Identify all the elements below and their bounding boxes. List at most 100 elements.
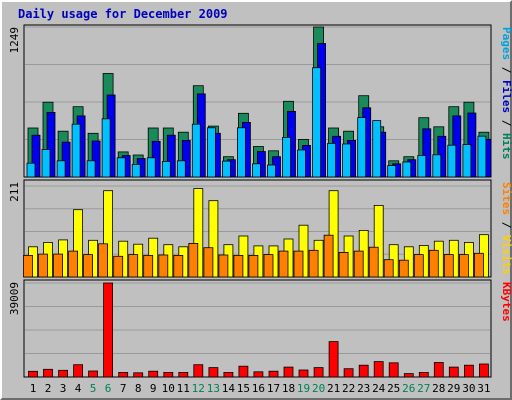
bar-pages-day-4 [71,123,81,178]
bar-kbytes-day-1 [28,370,38,378]
bar-sites-day-4 [68,250,78,278]
legend-entry: Sites [500,182,512,215]
bar-kbytes-day-11 [178,371,189,378]
bar-kbytes-day-12 [193,364,204,378]
bar-sites-day-9 [143,254,154,278]
bar-kbytes-day-21 [328,341,339,378]
bar-visits-day-4 [73,209,83,278]
bar-kbytes-day-6 [103,282,113,378]
legend-entry: Hits [500,133,512,160]
bar-sites-day-6 [98,243,108,278]
bar-pages-day-17 [267,164,276,178]
bar-sites-day-28 [428,249,439,278]
bar-kbytes-day-31 [478,363,489,378]
x-tick-label: 16 [252,382,265,395]
x-tick-label: 17 [267,382,280,395]
legend-entry: / [500,113,512,133]
bar-sites-day-30 [458,254,469,278]
x-tick-label: 12 [192,382,205,395]
bar-pages-day-14 [221,160,231,178]
bar-kbytes-day-28 [433,362,444,378]
x-tick-label: 28 [432,382,445,395]
bar-kbytes-day-2 [43,368,53,378]
x-tick-label: 29 [447,382,460,395]
bar-sites-day-15 [233,254,244,278]
bar-sites-day-17 [263,254,274,278]
bar-pages-day-30 [462,144,472,178]
bar-sites-day-22 [338,251,349,278]
x-tick-label: 13 [207,382,220,395]
bar-kbytes-day-14 [223,371,234,378]
x-tick-label: 3 [60,382,67,395]
ymax-label-middle: 211 [8,182,21,202]
legend-entry: / [500,215,512,235]
bar-files-day-27 [422,128,432,178]
bar-kbytes-day-4 [73,364,83,378]
bar-sites-day-27 [413,254,424,278]
x-tick-label: 27 [417,382,430,395]
bar-sites-day-7 [113,255,124,278]
bar-kbytes-day-10 [163,371,174,378]
bar-pages-day-8 [131,163,141,178]
bar-kbytes-day-3 [58,369,68,378]
bar-sites-day-8 [128,254,139,278]
x-tick-label: 24 [372,382,386,395]
x-tick-label: 18 [282,382,295,395]
bar-sites-day-14 [218,254,229,278]
bar-kbytes-day-9 [148,370,159,378]
bar-kbytes-day-20 [313,367,324,378]
legend-entry: Pages [500,27,512,60]
x-tick-label: 9 [150,382,157,395]
legend-bottom: KBytes [500,282,512,322]
bar-sites-day-31 [473,252,484,278]
bar-pages-day-26 [402,161,412,178]
bar-pages-day-24 [372,120,382,178]
bar-kbytes-day-26 [403,373,414,378]
bar-pages-day-28 [432,154,442,178]
x-tick-label: 15 [237,382,250,395]
x-tick-label: 25 [387,382,400,395]
bar-sites-day-5 [83,254,93,278]
legend-entry: Files [500,80,512,113]
bar-pages-day-25 [387,165,397,178]
bar-visits-day-6 [103,190,113,278]
x-tick-label: 5 [90,382,97,395]
bar-sites-day-12 [188,242,199,278]
x-tick-label: 1 [30,382,37,395]
bar-pages-day-11 [176,160,186,178]
x-tick-label: 8 [135,382,142,395]
chart-title: Daily usage for December 2009 [18,7,228,21]
x-tick-label: 11 [177,382,190,395]
bar-pages-day-16 [251,163,261,178]
bar-sites-day-24 [368,246,379,278]
bar-sites-day-26 [398,259,409,278]
bar-pages-day-20 [312,67,322,178]
legend-middle: Sites / Visits [500,182,512,275]
bar-files-day-10 [166,134,176,178]
bar-pages-day-7 [116,157,126,178]
bar-kbytes-day-22 [343,368,354,378]
bar-sites-day-21 [323,234,334,278]
bar-pages-day-19 [297,149,306,178]
bar-files-day-5 [91,140,101,178]
x-tick-label: 26 [402,382,415,395]
bar-pages-day-27 [417,154,427,178]
bar-pages-day-12 [191,123,201,178]
bar-files-day-1 [31,134,41,178]
bar-kbytes-day-5 [88,370,98,378]
bar-kbytes-day-23 [358,364,369,378]
bar-files-day-11 [181,139,191,178]
bar-sites-day-2 [38,253,48,278]
x-tick-label: 31 [477,382,490,395]
bar-visits-day-24 [373,204,384,278]
bar-sites-day-16 [248,254,259,278]
x-tick-label: 22 [342,382,355,395]
bar-kbytes-day-24 [373,361,384,378]
bar-sites-day-1 [23,254,33,278]
bar-kbytes-day-7 [118,371,129,378]
ymax-label-top: 1249 [8,27,21,54]
bar-pages-day-29 [447,144,457,178]
bar-sites-day-13 [203,247,214,278]
legend-top: Pages / Files / Hits [500,27,512,160]
